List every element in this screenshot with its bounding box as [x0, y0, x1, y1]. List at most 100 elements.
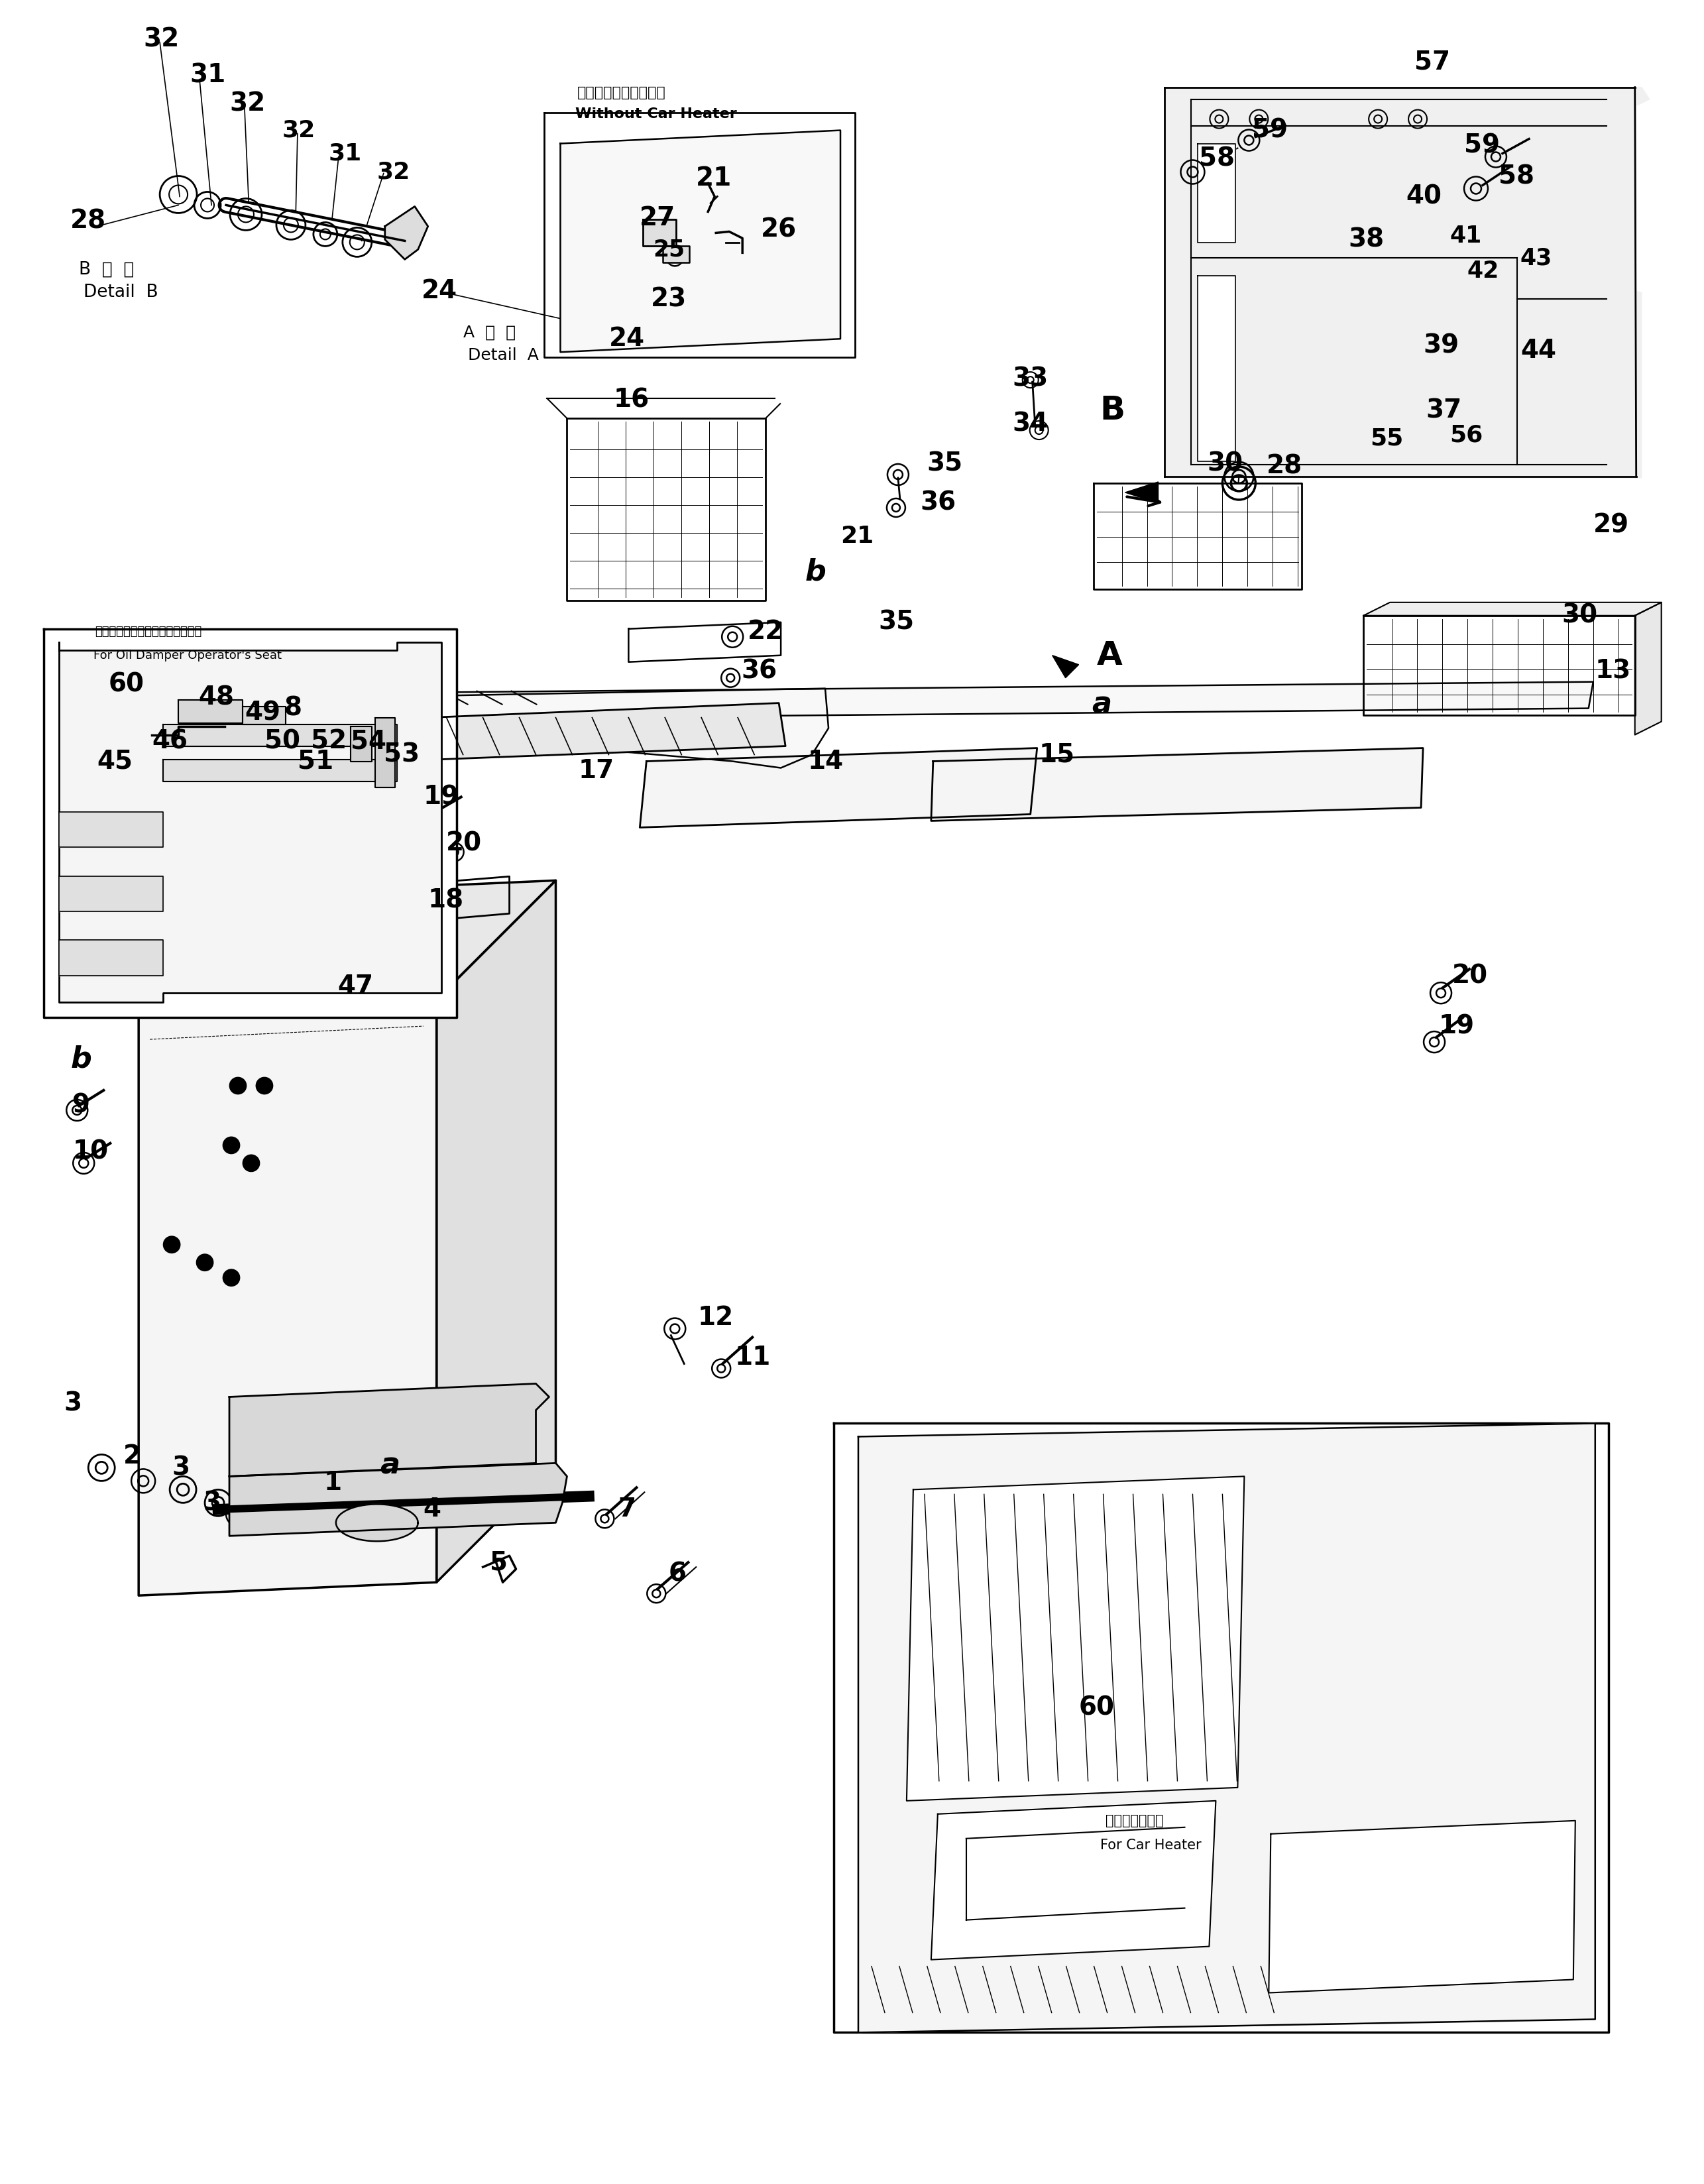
Text: 5: 5 — [489, 1551, 508, 1575]
Text: 30: 30 — [1563, 603, 1598, 629]
Text: Detail  A: Detail A — [467, 347, 538, 363]
Text: 21: 21 — [840, 524, 874, 548]
Polygon shape — [351, 727, 371, 762]
Polygon shape — [164, 725, 397, 747]
Text: 60: 60 — [1079, 1695, 1114, 1721]
Polygon shape — [1053, 655, 1079, 677]
Text: 30: 30 — [1206, 450, 1244, 476]
Text: 59: 59 — [1464, 133, 1500, 157]
Text: 31: 31 — [189, 63, 225, 87]
Polygon shape — [60, 812, 164, 847]
Polygon shape — [230, 1385, 549, 1476]
Polygon shape — [336, 1505, 417, 1542]
Text: 25: 25 — [653, 238, 685, 260]
Text: 36: 36 — [741, 660, 777, 684]
Text: 32: 32 — [143, 26, 179, 52]
Text: 28: 28 — [70, 207, 106, 234]
Text: 52: 52 — [310, 729, 346, 753]
Text: B: B — [1101, 395, 1125, 426]
Polygon shape — [179, 699, 242, 723]
Polygon shape — [60, 642, 441, 1002]
Text: 24: 24 — [421, 280, 457, 304]
Polygon shape — [663, 247, 690, 262]
Text: 29: 29 — [1593, 513, 1629, 537]
Polygon shape — [544, 111, 855, 358]
Text: 20: 20 — [446, 830, 482, 856]
Text: 56: 56 — [1450, 424, 1482, 446]
Polygon shape — [1363, 603, 1661, 616]
Text: a: a — [1092, 690, 1113, 719]
Polygon shape — [859, 1424, 1595, 2033]
Polygon shape — [138, 880, 556, 1013]
Text: 8: 8 — [285, 697, 302, 721]
Polygon shape — [1166, 87, 1649, 478]
Polygon shape — [60, 939, 164, 976]
Text: 49: 49 — [245, 701, 281, 725]
Polygon shape — [561, 131, 840, 352]
Polygon shape — [382, 703, 786, 762]
Polygon shape — [123, 688, 828, 769]
Circle shape — [230, 1077, 245, 1094]
Text: 58: 58 — [1498, 164, 1534, 190]
Text: 33: 33 — [1012, 367, 1048, 391]
Text: A: A — [1097, 640, 1123, 670]
Text: 48: 48 — [198, 686, 233, 710]
Polygon shape — [930, 1802, 1215, 1959]
Text: 39: 39 — [1423, 332, 1459, 358]
Text: 19: 19 — [423, 784, 458, 810]
Polygon shape — [639, 749, 1038, 828]
Text: 13: 13 — [1595, 660, 1631, 684]
Text: 26: 26 — [762, 216, 797, 242]
Text: カーヒーター未装着時: カーヒーター未装着時 — [578, 85, 666, 98]
Polygon shape — [1363, 616, 1634, 714]
Text: 35: 35 — [927, 450, 963, 476]
Polygon shape — [230, 1463, 567, 1535]
Text: 42: 42 — [1467, 260, 1500, 282]
Text: カーヒーター用: カーヒーター用 — [1106, 1815, 1164, 1828]
Text: A  詳  細: A 詳 細 — [463, 323, 516, 341]
Text: オイルダンパオペレータシート用: オイルダンパオペレータシート用 — [95, 625, 201, 638]
Text: Without Car Heater: Without Car Heater — [576, 107, 738, 120]
Text: 35: 35 — [878, 609, 913, 636]
Polygon shape — [378, 876, 509, 924]
Text: 3: 3 — [63, 1391, 82, 1415]
Text: For Oil Damper Operator's Seat: For Oil Damper Operator's Seat — [94, 649, 281, 662]
Polygon shape — [138, 880, 556, 1013]
Text: 58: 58 — [1200, 146, 1235, 170]
Circle shape — [223, 1269, 239, 1286]
Text: 32: 32 — [283, 118, 315, 142]
Text: 28: 28 — [1266, 454, 1302, 478]
Polygon shape — [1094, 483, 1302, 590]
Polygon shape — [629, 622, 780, 662]
Text: 59: 59 — [1252, 118, 1288, 142]
Text: 36: 36 — [920, 491, 956, 515]
Text: b: b — [70, 1044, 92, 1075]
Text: 4: 4 — [423, 1496, 441, 1522]
Text: 40: 40 — [1406, 183, 1442, 210]
Text: 53: 53 — [383, 743, 419, 767]
Text: 19: 19 — [1438, 1013, 1474, 1040]
Polygon shape — [230, 1463, 567, 1535]
Text: 50: 50 — [264, 729, 300, 753]
Polygon shape — [44, 629, 457, 1018]
Text: 37: 37 — [1426, 397, 1462, 424]
Polygon shape — [123, 688, 828, 769]
Text: 34: 34 — [1012, 411, 1048, 437]
Polygon shape — [164, 760, 397, 782]
Text: 10: 10 — [73, 1140, 109, 1164]
Polygon shape — [138, 1000, 436, 1597]
Text: 57: 57 — [1414, 50, 1450, 74]
Polygon shape — [385, 207, 428, 260]
Polygon shape — [1363, 603, 1661, 616]
Polygon shape — [138, 1000, 436, 1597]
Polygon shape — [833, 1424, 1609, 2033]
Text: 38: 38 — [1348, 227, 1384, 251]
Text: 22: 22 — [748, 618, 784, 644]
Text: 16: 16 — [613, 387, 649, 413]
Text: 32: 32 — [230, 92, 266, 116]
Polygon shape — [375, 719, 395, 788]
Polygon shape — [60, 642, 441, 1002]
Text: 1: 1 — [324, 1470, 343, 1496]
Polygon shape — [859, 1424, 1595, 2033]
Text: 3: 3 — [203, 1489, 222, 1516]
